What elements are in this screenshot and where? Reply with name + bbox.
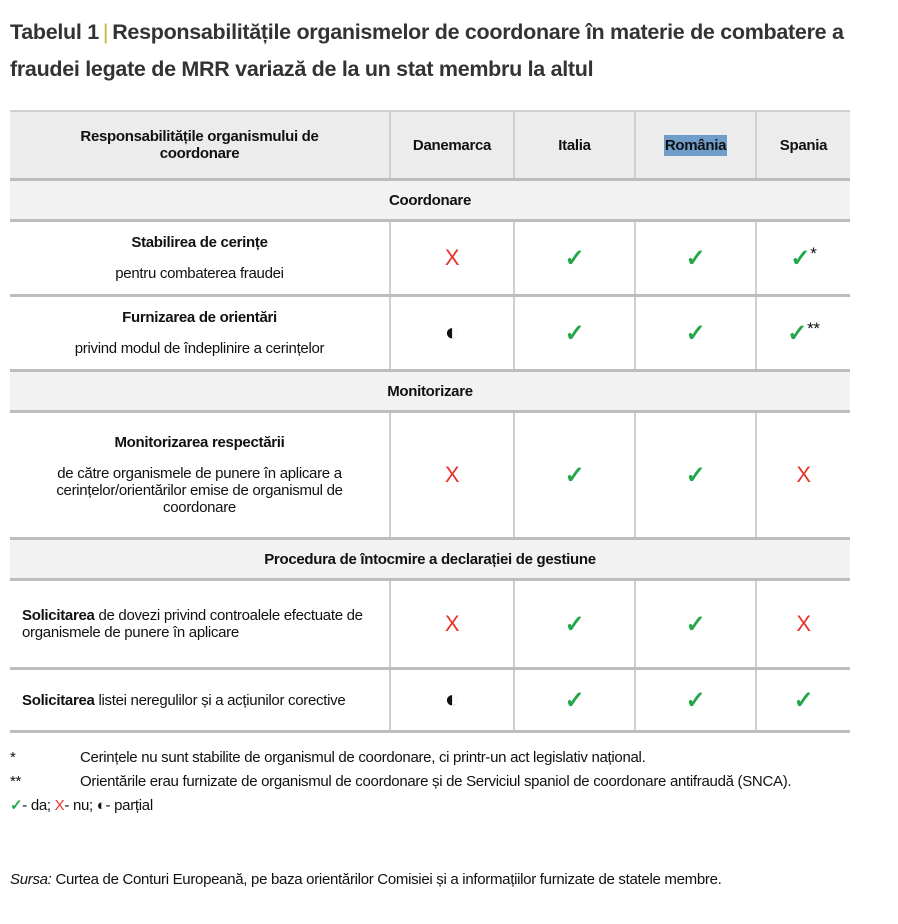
footnote: * Cerințele nu sunt stabilite de organism… xyxy=(10,749,646,766)
section-row: Coordonare xyxy=(10,179,850,221)
responsibility-title: Solicitarea xyxy=(22,691,95,709)
status-cell: X xyxy=(389,220,515,296)
header-row: Responsabilitățile organismului de coord… xyxy=(10,111,850,180)
status-cell: ✓ xyxy=(634,411,757,539)
cross-icon: X xyxy=(796,611,811,636)
check-icon: ✓ xyxy=(564,244,585,272)
section-heading: Monitorizare xyxy=(10,370,850,412)
responsibility-detail: de către organismele de punere în aplica… xyxy=(56,465,343,516)
responsibility-cell: Stabilirea de cerințe pentru combaterea f… xyxy=(10,220,391,296)
responsibility-detail: listei neregulilor și a acțiunilor corec… xyxy=(94,691,346,709)
title-label: Tabelul 1 xyxy=(10,20,99,44)
responsibility-detail: privind modul de îndeplinire a cerințelo… xyxy=(74,340,325,357)
responsibility-cell: Furnizarea de orientări privind modul de … xyxy=(10,295,391,371)
header-responsibilities: Responsabilitățile organismului de coord… xyxy=(10,111,391,180)
table-row: Stabilirea de cerințe pentru combaterea f… xyxy=(10,220,850,296)
status-cell: ✓ xyxy=(513,220,636,296)
half-circle-icon: ◐ xyxy=(444,319,460,346)
status-cell: X xyxy=(389,411,515,539)
check-icon: ✓ xyxy=(10,797,23,814)
title-separator: | xyxy=(102,20,109,44)
legend: ✓- da; X- nu; ◐- parțial xyxy=(10,797,153,814)
check-icon: ✓ xyxy=(787,319,808,347)
cross-icon: X xyxy=(444,611,460,636)
responsibility-title: Furnizarea de orientări xyxy=(122,309,277,326)
check-icon: ✓ xyxy=(685,461,706,489)
status-cell: ✓* xyxy=(755,220,850,296)
check-icon: ✓ xyxy=(564,686,585,714)
check-icon: ✓ xyxy=(685,610,706,638)
highlighted-text: România xyxy=(663,134,728,156)
status-cell: ✓ xyxy=(755,668,850,732)
responsibility-detail: pentru combaterea fraudei xyxy=(115,265,284,282)
title-text: Responsabilitățile organismelor de coord… xyxy=(10,20,844,81)
status-cell: X xyxy=(755,411,850,539)
header-romania: România xyxy=(634,111,757,180)
footnotes: * Cerințele nu sunt stabilite de organism… xyxy=(10,746,810,818)
source-note: Sursa: Curtea de Conturi Europeană, pe b… xyxy=(10,871,722,888)
status-cell: ✓ xyxy=(634,220,757,296)
table-row: Solicitarea de dovezi privind controalel… xyxy=(10,579,850,669)
check-icon: ✓ xyxy=(564,610,585,638)
cross-icon: X xyxy=(444,462,460,487)
section-row: Procedura de întocmire a declarației de … xyxy=(10,538,850,580)
responsibility-title: Monitorizarea respectării xyxy=(114,434,285,451)
status-cell: ✓** xyxy=(755,295,850,371)
status-cell: ✓ xyxy=(513,411,636,539)
status-cell: ◐ xyxy=(389,295,515,371)
half-circle-icon: ◐ xyxy=(444,686,460,713)
header-spain: Spania xyxy=(755,111,850,180)
status-cell: X xyxy=(755,579,850,669)
check-icon: ✓ xyxy=(685,319,706,347)
responsibility-cell: Monitorizarea respectării de către organi… xyxy=(10,411,391,539)
cross-icon: X xyxy=(444,245,460,270)
footnote-marker: * xyxy=(810,243,817,263)
check-icon: ✓ xyxy=(685,686,706,714)
header-denmark: Danemarca xyxy=(389,111,515,180)
check-icon: ✓ xyxy=(793,686,814,714)
footnote-marker: ** xyxy=(807,318,820,338)
responsibility-detail: de dovezi privind controalele efectuate … xyxy=(22,607,363,641)
header-italy: Italia xyxy=(513,111,636,180)
check-icon: ✓ xyxy=(685,244,706,272)
table-row: Furnizarea de orientări privind modul de … xyxy=(10,295,850,371)
status-cell: ✓ xyxy=(634,668,757,732)
check-icon: ✓ xyxy=(564,319,585,347)
table-title: Tabelul 1 | Responsabilitățile organismelo… xyxy=(10,14,870,88)
check-icon: ✓ xyxy=(564,461,585,489)
cross-icon: X xyxy=(796,462,811,487)
status-cell: X xyxy=(389,579,515,669)
footnote: ** Orientările erau furnizate de organism… xyxy=(10,773,792,790)
status-cell: ✓ xyxy=(513,295,636,371)
status-cell: ✓ xyxy=(513,668,636,732)
responsibility-cell: Solicitarea de dovezi privind controalel… xyxy=(10,579,391,669)
status-cell: ✓ xyxy=(634,579,757,669)
section-heading: Procedura de întocmire a declarației de … xyxy=(10,538,850,580)
half-circle-icon: ◐ xyxy=(96,797,106,814)
status-cell: ◐ xyxy=(389,668,515,732)
responsibility-cell: Solicitarea listei neregulilor și a acți… xyxy=(10,668,391,732)
responsibility-title: Stabilirea de cerințe xyxy=(131,234,268,251)
section-row: Monitorizare xyxy=(10,370,850,412)
status-cell: ✓ xyxy=(634,295,757,371)
check-icon: ✓ xyxy=(790,244,811,272)
section-heading: Coordonare xyxy=(10,179,850,221)
responsibilities-table: Responsabilitățile organismului de coord… xyxy=(10,110,850,733)
cross-icon: X xyxy=(54,797,65,814)
status-cell: ✓ xyxy=(513,579,636,669)
table-row: Monitorizarea respectării de către organi… xyxy=(10,411,850,539)
responsibility-title: Solicitarea xyxy=(22,607,95,624)
table-row: Solicitarea listei neregulilor și a acți… xyxy=(10,668,850,732)
